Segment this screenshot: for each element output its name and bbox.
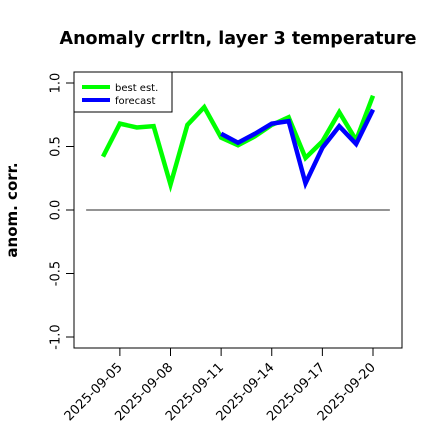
legend-box: [73, 71, 173, 113]
y-tick-label: -1.0: [49, 324, 64, 349]
y-tick-label: 0.5: [49, 136, 64, 157]
y-tick-label: -0.5: [49, 261, 64, 286]
y-tick-label: 1.0: [49, 73, 64, 94]
legend-label-forecast: forecast: [115, 96, 156, 107]
chart-title: Anomaly crrltn, layer 3 temperature: [60, 29, 417, 49]
legend: best est. forecast: [73, 71, 173, 113]
y-axis-label: anom. corr.: [3, 162, 21, 257]
legend-label-best-est: best est.: [115, 83, 158, 94]
series-line-forecast: [220, 108, 376, 190]
y-tick-label: 0.0: [49, 200, 64, 221]
